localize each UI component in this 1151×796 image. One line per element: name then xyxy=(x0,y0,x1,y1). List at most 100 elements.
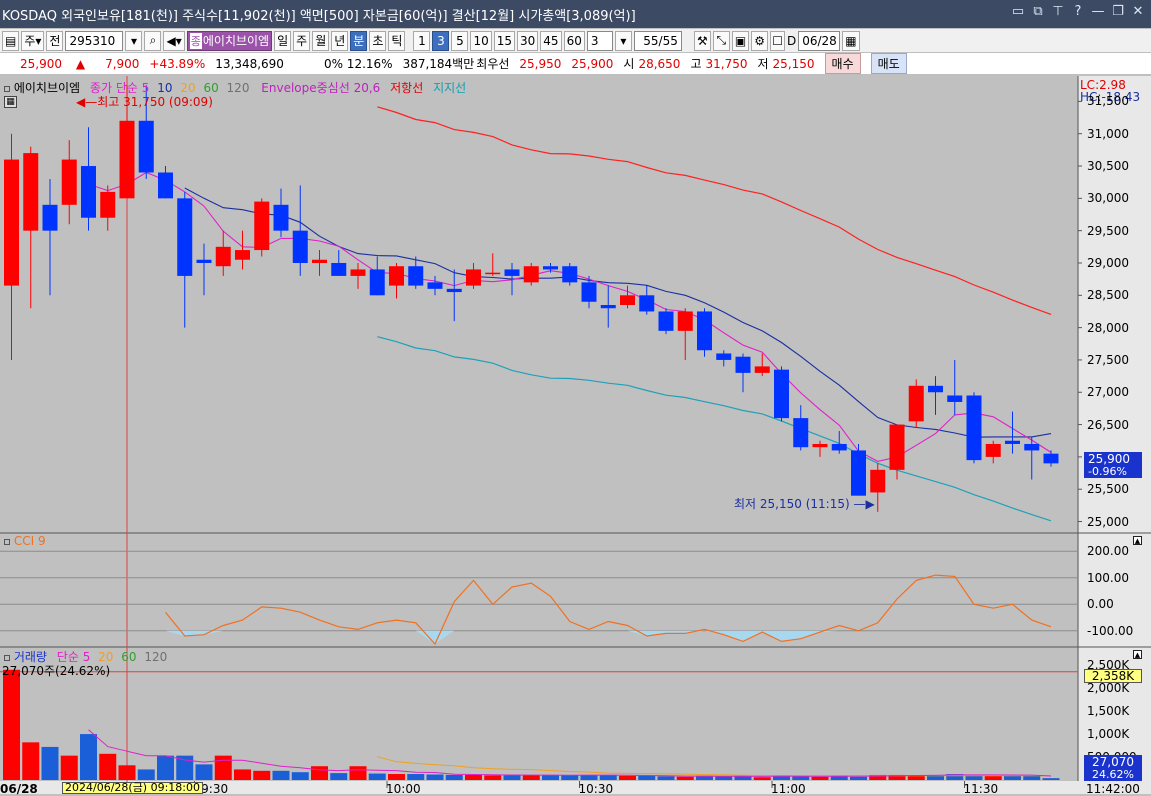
pin-icon[interactable]: ⊤ xyxy=(1052,4,1064,19)
volume-bar xyxy=(830,775,848,780)
time-tick-label: 10:30 xyxy=(578,782,614,796)
high-annotation: ◀—최고 31,750 (09:09) xyxy=(76,95,213,109)
calendar-icon[interactable]: ▦ xyxy=(842,30,860,51)
legend-ma20: 20 xyxy=(180,81,196,95)
cci-oversold-fill xyxy=(627,630,647,637)
chart-type-icon[interactable]: ▤ xyxy=(2,30,20,51)
volume-bar xyxy=(580,774,598,780)
buy-button[interactable]: 매수 xyxy=(824,53,861,74)
ma10-line xyxy=(184,187,1052,438)
copy-icon[interactable]: ⧉ xyxy=(1033,4,1043,19)
d-checkbox[interactable]: ☐ xyxy=(770,30,785,51)
volume-bar xyxy=(291,772,309,780)
settings-icon[interactable]: ⚙ xyxy=(751,30,769,51)
price-panel-bg xyxy=(0,76,1078,532)
sell-button[interactable]: 매도 xyxy=(870,53,907,74)
code-dropdown-icon[interactable]: ▾ xyxy=(125,30,143,51)
axis-bg xyxy=(1078,76,1151,782)
volume-label: 거래량 xyxy=(13,650,47,664)
period-year[interactable]: 년 xyxy=(331,30,349,51)
high-label: 고 xyxy=(690,57,702,71)
interval-1[interactable]: 1 xyxy=(413,30,431,51)
stock-name-button[interactable]: 종 에이치브이엠 xyxy=(186,30,273,51)
volume-bar xyxy=(965,774,983,780)
restore-icon[interactable]: ❐ xyxy=(1112,4,1124,19)
chart-area[interactable]: 에이치브이엠 종가 단순 5 10 20 60 120 Envelope중심선 … xyxy=(0,76,1151,796)
legend-ma-label: 단순 xyxy=(115,81,138,95)
candle-body xyxy=(985,443,1001,457)
cci-tick-label: 100.00 xyxy=(1087,570,1129,585)
volume-ma5: 5 xyxy=(82,650,91,664)
close-icon[interactable]: ✕ xyxy=(1132,4,1144,19)
minimize-icon[interactable]: — xyxy=(1091,4,1105,19)
volume-panel-toggle-icon[interactable]: ▲ xyxy=(1133,650,1142,659)
stock-code-input[interactable]: 295310 xyxy=(65,30,124,51)
volume-bar xyxy=(330,773,348,780)
volume-bar xyxy=(137,769,155,780)
period-minute[interactable]: 분 xyxy=(350,30,368,51)
candle-body xyxy=(562,266,578,283)
cci-panel-toggle-icon[interactable]: ▲ xyxy=(1133,536,1142,545)
period-tick[interactable]: 틱 xyxy=(388,30,406,51)
search-icon[interactable]: ⌕ xyxy=(144,30,162,51)
volume-bar xyxy=(234,769,251,780)
price-tick-label: 29,000 xyxy=(1087,255,1129,270)
volume-ma-label: 단순 xyxy=(56,650,79,664)
candle-body xyxy=(389,266,404,286)
interval-15[interactable]: 15 xyxy=(493,30,515,51)
cci-tick-label: -100.00 xyxy=(1087,623,1134,638)
mode-select[interactable]: 주 ▾ xyxy=(21,30,45,51)
interval-60[interactable]: 60 xyxy=(563,30,585,51)
volume-bar xyxy=(157,755,174,780)
period-month[interactable]: 월 xyxy=(312,30,330,51)
interval-30[interactable]: 30 xyxy=(517,30,539,51)
page-counter: 55/55 xyxy=(633,30,682,51)
interval-5[interactable]: 5 xyxy=(451,30,469,51)
low-price: 25,150 xyxy=(772,56,815,71)
interval-3[interactable]: 3 xyxy=(432,30,450,51)
sound-icon[interactable]: ◀▾ xyxy=(163,30,185,51)
candle-body xyxy=(754,366,770,373)
candle-body xyxy=(81,166,96,218)
axis-date: 06/28 xyxy=(0,782,38,796)
interval-dropdown-icon[interactable]: ▾ xyxy=(614,30,632,51)
tools-icon[interactable]: ⚒ xyxy=(693,30,711,51)
volume-bar xyxy=(715,776,733,780)
low-label: 저 xyxy=(757,57,769,71)
volume-bar xyxy=(638,775,656,780)
grid-icon[interactable]: ▦ xyxy=(4,96,17,108)
interval-input[interactable]: 3 xyxy=(586,30,613,51)
candle-body xyxy=(138,120,154,173)
candle-body xyxy=(427,282,443,289)
volume-bar xyxy=(253,770,271,780)
candle-body xyxy=(235,250,250,260)
date-input[interactable]: 06/28 xyxy=(798,30,841,51)
open-label: 시 xyxy=(623,57,635,71)
prefix-button[interactable]: 전 xyxy=(46,30,64,51)
current-price: 25,900 ▲ xyxy=(20,56,86,71)
volume-bar xyxy=(311,766,328,780)
volume-bar xyxy=(619,775,636,780)
save-icon[interactable]: ▣ xyxy=(731,30,750,51)
candle-body xyxy=(1024,443,1040,451)
interval-10[interactable]: 10 xyxy=(470,30,492,51)
window-icon[interactable]: ▭ xyxy=(1011,4,1025,19)
cci-oversold-fill xyxy=(781,630,801,642)
quote-bar: 25,900 ▲ 7,900 +43.89% 13,348,690 0% 12.… xyxy=(0,53,1151,75)
period-week[interactable]: 주 xyxy=(293,30,311,51)
help-icon[interactable]: ? xyxy=(1074,4,1082,19)
interval-45[interactable]: 45 xyxy=(540,30,562,51)
link-icon[interactable]: ⤡ xyxy=(712,30,730,51)
chart-svg[interactable] xyxy=(0,76,1151,794)
legend-ma60: 60 xyxy=(203,81,219,95)
period-second[interactable]: 초 xyxy=(369,30,387,51)
volume-tick-label: 2,500K xyxy=(1087,658,1130,673)
candle-body xyxy=(928,385,943,393)
period-day[interactable]: 일 xyxy=(274,30,292,51)
price-tick-label: 27,000 xyxy=(1087,385,1129,400)
candle-body xyxy=(620,295,635,305)
candle-body xyxy=(196,259,212,263)
volume-bar xyxy=(907,775,925,780)
candle-body xyxy=(889,424,905,470)
candle-body xyxy=(947,395,963,402)
